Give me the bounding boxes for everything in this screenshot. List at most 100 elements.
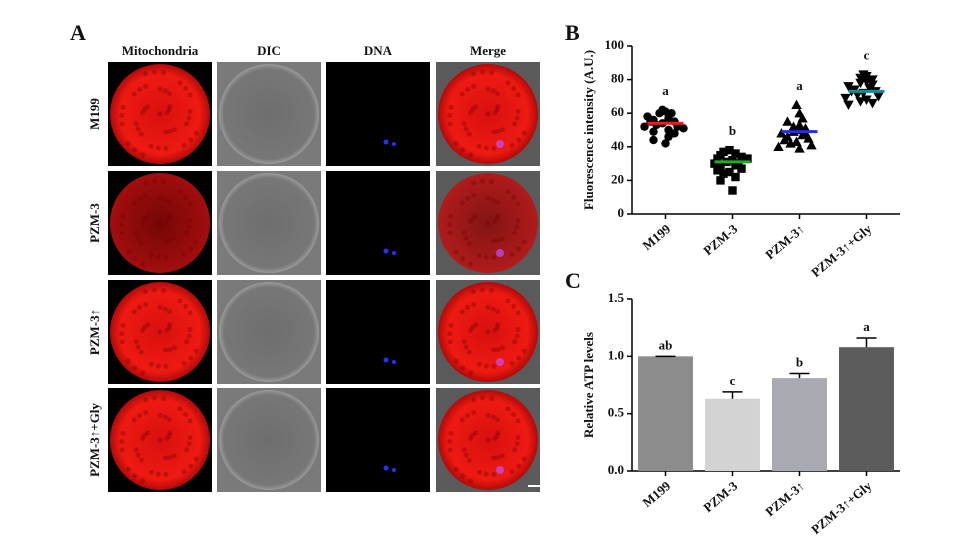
texture [485,304,491,310]
texture [186,115,192,121]
texture [466,349,472,355]
column-header: Merge [470,43,506,58]
texture [152,69,158,75]
significance-letter: a [796,78,803,93]
x-tick-label: M199 [639,221,673,253]
texture [184,339,190,345]
point [649,135,658,145]
point [779,134,790,145]
texture [186,441,192,447]
texture [483,145,489,151]
texture [143,301,149,307]
texture [447,339,453,345]
point [773,141,784,151]
texture [512,447,518,453]
texture [490,306,496,312]
point [785,138,796,148]
y-tick-label: 1.5 [608,290,625,305]
panel-label: B [565,20,580,45]
dna [392,142,396,146]
texture [468,109,474,115]
texture [167,213,173,219]
texture [152,287,158,293]
texture [499,127,505,133]
texture [511,411,517,417]
significance-letter: c [864,48,870,63]
texture [131,200,137,206]
significance-letter: a [662,83,669,98]
significance-letter: b [729,123,736,138]
oocyte [219,390,319,490]
texture [516,355,522,361]
texture [466,131,472,137]
texture [465,196,471,202]
texture [511,303,517,309]
texture [465,87,471,93]
texture [468,152,474,158]
texture [119,439,125,445]
texture [460,147,466,153]
point [661,139,670,148]
point [731,172,740,182]
texture [460,473,466,479]
texture [162,197,168,203]
dna [383,465,389,471]
y-axis-label: Fluorescence intensity (A.U.) [581,50,596,210]
texture [167,200,173,206]
texture [512,230,518,236]
nucleus [496,249,504,257]
texture [463,235,469,241]
texture [163,455,169,461]
point [840,93,851,104]
point [788,121,799,131]
texture [495,417,501,423]
texture [447,222,453,228]
texture [468,478,474,484]
texture [142,432,148,438]
y-tick-label: 60 [611,104,624,119]
texture [495,346,501,352]
texture [145,430,151,436]
texture [166,107,172,113]
texture [511,194,517,200]
y-tick-label: 0.5 [608,405,625,420]
point [731,161,740,170]
texture [447,113,453,119]
texture [138,131,144,137]
texture [132,365,138,371]
texture [461,339,467,345]
x-tick-label: PZM-3↑ [762,221,807,262]
texture [133,121,139,127]
texture [471,289,477,295]
texture [135,235,141,241]
texture [485,195,491,201]
panel-label: C [565,268,581,293]
bar [772,378,827,471]
texture [148,469,154,475]
texture [135,126,141,132]
texture [140,218,146,224]
x-tick-label: PZM-3↑+Gly [808,221,875,280]
texture [491,455,497,461]
texture [186,333,192,339]
significance-letter: ab [659,337,673,352]
nucleus [496,140,504,148]
texture [491,471,497,477]
texture [187,418,193,424]
texture [142,215,148,221]
texture [120,213,126,219]
texture [119,121,125,127]
point [725,145,734,155]
texture [155,471,161,477]
texture [521,456,527,462]
texture [142,324,148,330]
texture [515,109,521,115]
texture [492,109,498,115]
texture [495,309,501,315]
texture [132,473,138,479]
x-tick-label: PZM-3 [700,478,740,515]
row-label: PZM-3↑ [87,309,102,355]
texture [181,360,187,366]
point [797,129,808,140]
